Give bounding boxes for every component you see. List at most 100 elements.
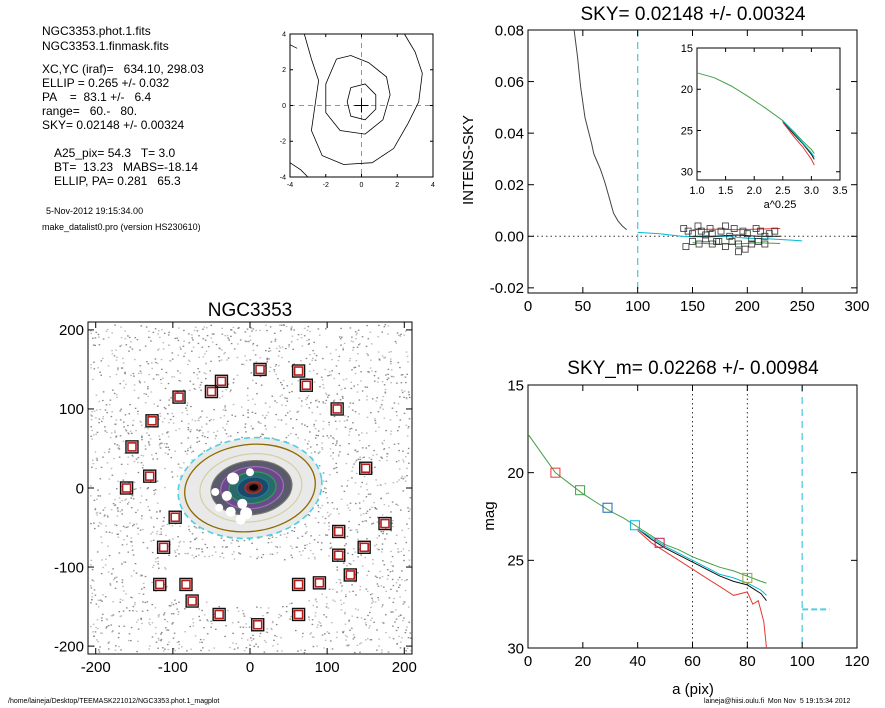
noise-dot [392, 482, 395, 484]
galaxy-isophote-1 [199, 453, 303, 523]
noise-dot [390, 530, 392, 532]
noise-dot [399, 334, 401, 336]
noise-dot [335, 581, 338, 584]
mask-blob-1 [221, 490, 232, 501]
noise-dot [158, 348, 160, 350]
noise-dot [132, 605, 135, 608]
noise-dot [371, 617, 373, 619]
noise-dot [379, 577, 381, 579]
noise-dot [275, 373, 277, 376]
noise-dot [392, 525, 394, 528]
sky-box-inner [206, 386, 217, 397]
noise-dot [159, 511, 161, 513]
noise-dot [213, 409, 215, 411]
noise-dot [408, 394, 410, 396]
mag-xtick-label: 40 [629, 653, 646, 670]
noise-dot [310, 402, 312, 404]
noise-dot [339, 599, 342, 601]
noise-dot [335, 636, 338, 639]
noise-dot [359, 507, 361, 510]
sky-box-inner [154, 579, 165, 590]
mag-series-3 [637, 528, 767, 596]
noise-dot [319, 507, 322, 509]
noise-dot [177, 463, 180, 465]
noise-dot [378, 645, 380, 647]
noise-dot [125, 498, 128, 500]
noise-dot [354, 366, 357, 368]
noise-dot [397, 548, 399, 550]
noise-dot [198, 429, 201, 431]
noise-dot [392, 601, 395, 603]
noise-dot [126, 535, 128, 537]
noise-dot [133, 481, 136, 483]
noise-dot [211, 554, 214, 557]
noise-dot [214, 551, 217, 553]
noise-dot [357, 384, 359, 386]
noise-dot [124, 338, 127, 340]
noise-dot [93, 434, 95, 436]
sky-box-outer [212, 607, 226, 622]
noise-dot [304, 532, 307, 534]
sky-marker [708, 230, 716, 238]
noise-dot [90, 585, 92, 587]
noise-dot [119, 419, 122, 421]
noise-dot [151, 454, 153, 456]
noise-dot [397, 403, 400, 405]
noise-dot [213, 546, 216, 548]
noise-dot [252, 427, 254, 430]
noise-dot [402, 490, 405, 492]
noise-dot [96, 498, 98, 500]
noise-dot [264, 365, 267, 367]
noise-dot [378, 358, 381, 360]
noise-dot [285, 536, 288, 538]
noise-dot [312, 369, 315, 372]
noise-dot [268, 537, 270, 540]
noise-dot [316, 399, 318, 401]
noise-dot [292, 610, 295, 613]
noise-dot [308, 600, 310, 602]
noise-dot [385, 590, 387, 592]
map-xtick-label: -200 [81, 659, 111, 676]
noise-dot [328, 525, 330, 527]
noise-dot [161, 631, 163, 634]
noise-dot [319, 622, 322, 624]
noise-dot [205, 378, 207, 380]
noise-dot [93, 522, 95, 524]
noise-dot [178, 641, 180, 643]
noise-dot [182, 345, 185, 347]
noise-dot [210, 360, 212, 362]
sky-marker [689, 230, 696, 238]
map-ytick-label: -200 [54, 638, 84, 655]
noise-dot [297, 437, 299, 439]
noise-dot [346, 636, 349, 638]
noise-dot [309, 431, 311, 433]
noise-dot [110, 415, 113, 418]
noise-dot [381, 649, 383, 651]
noise-dot [188, 360, 191, 362]
sky-marker [761, 232, 769, 240]
noise-dot [308, 619, 311, 621]
noise-dot [164, 648, 166, 650]
noise-dot [286, 400, 289, 402]
noise-dot [360, 642, 363, 644]
noise-dot [105, 531, 108, 533]
sky-marker [684, 227, 692, 235]
noise-dot [231, 622, 234, 624]
noise-dot [364, 622, 367, 624]
noise-dot [127, 551, 130, 553]
noise-dot [403, 601, 405, 603]
noise-dot [224, 405, 226, 407]
noise-dot [408, 606, 410, 608]
noise-dot [348, 591, 351, 593]
noise-dot [399, 596, 401, 598]
noise-dot [369, 367, 372, 369]
noise-dot [259, 435, 262, 438]
noise-dot [96, 514, 98, 516]
sky-box-outer [185, 594, 199, 608]
sky-marker [730, 225, 738, 232]
noise-dot [312, 357, 314, 359]
noise-dot [135, 488, 137, 490]
noise-dot [115, 435, 118, 437]
noise-dot [265, 414, 268, 417]
noise-dot [308, 338, 310, 341]
